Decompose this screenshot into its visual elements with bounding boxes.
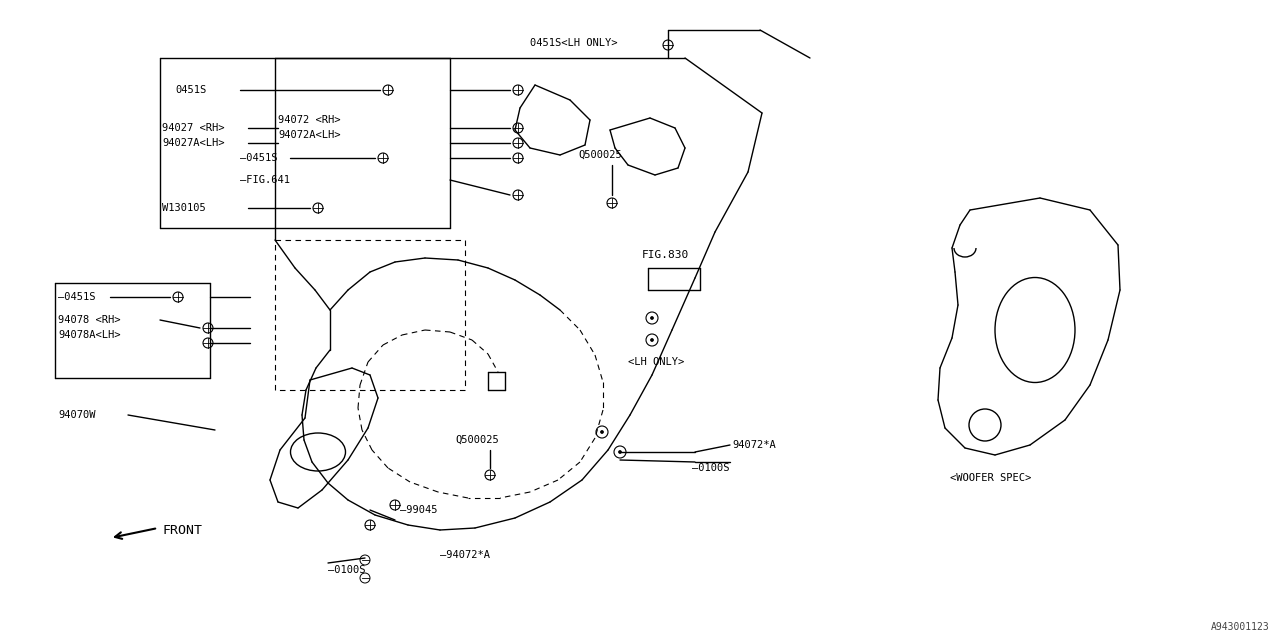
Text: A943001123: A943001123 <box>1211 622 1270 632</box>
Text: —0451S: —0451S <box>58 292 96 302</box>
Text: 94078A<LH>: 94078A<LH> <box>58 330 120 340</box>
Text: —0100S: —0100S <box>692 463 730 473</box>
Text: 0451S<LH ONLY>: 0451S<LH ONLY> <box>530 38 617 48</box>
Text: FIG.830: FIG.830 <box>643 250 689 260</box>
Text: 94072A<LH>: 94072A<LH> <box>278 130 340 140</box>
Text: Q500025: Q500025 <box>579 150 622 160</box>
Text: Q500025: Q500025 <box>454 435 499 445</box>
Text: 94027 <RH>: 94027 <RH> <box>163 123 224 133</box>
Text: —FIG.641: —FIG.641 <box>241 175 291 185</box>
Text: W130105: W130105 <box>163 203 206 213</box>
Text: 0451S: 0451S <box>175 85 206 95</box>
Text: —99045: —99045 <box>401 505 438 515</box>
Text: 94070W: 94070W <box>58 410 96 420</box>
Text: —94072*A: —94072*A <box>440 550 490 560</box>
Text: FRONT: FRONT <box>163 524 202 536</box>
Text: 94072*A: 94072*A <box>732 440 776 450</box>
Text: 94078 <RH>: 94078 <RH> <box>58 315 120 325</box>
Circle shape <box>650 317 654 319</box>
Text: 94027A<LH>: 94027A<LH> <box>163 138 224 148</box>
Text: —0100S: —0100S <box>328 565 366 575</box>
Circle shape <box>618 451 622 454</box>
Text: <WOOFER SPEC>: <WOOFER SPEC> <box>950 473 1032 483</box>
Circle shape <box>650 339 654 342</box>
Text: <LH ONLY>: <LH ONLY> <box>628 357 685 367</box>
Text: —0451S: —0451S <box>241 153 278 163</box>
Circle shape <box>600 431 603 433</box>
Text: 94072 <RH>: 94072 <RH> <box>278 115 340 125</box>
